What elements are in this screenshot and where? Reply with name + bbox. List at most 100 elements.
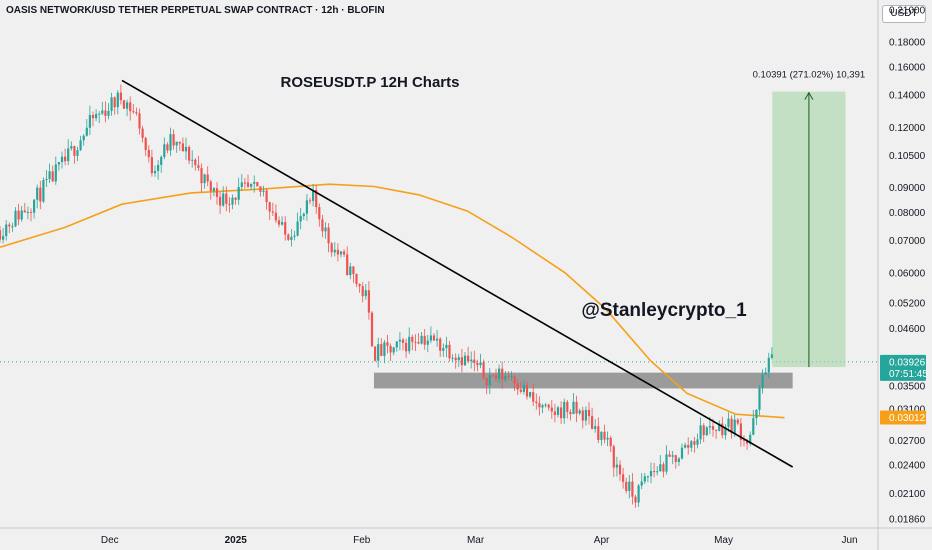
candle-body (215, 188, 219, 197)
ma-value-badge (880, 410, 926, 425)
candle-body (649, 471, 653, 477)
candle-body (715, 429, 718, 431)
candle-body (575, 401, 578, 414)
y-tick-label: 0.03500 (889, 382, 926, 393)
x-tick-label: Mar (467, 535, 485, 546)
candle-body (408, 336, 411, 352)
candle-body (426, 340, 429, 345)
candle-body (237, 187, 240, 200)
candle-body (197, 165, 200, 169)
candle-body (126, 102, 129, 109)
candle-body (556, 407, 560, 415)
candle-body (454, 357, 457, 361)
candle-body (57, 162, 60, 165)
candle-body (178, 141, 181, 144)
candle-body (603, 431, 606, 440)
x-tick-label: Feb (353, 535, 371, 546)
candle-body (755, 409, 758, 419)
candle-body (219, 196, 222, 206)
candle-body (671, 455, 674, 457)
candle-body (677, 458, 680, 462)
price-badge (880, 354, 926, 381)
instrument-title: OASIS NETWORK/USD TETHER PERPETUAL SWAP … (6, 5, 385, 16)
candle-body (274, 212, 277, 221)
candle-body (355, 274, 358, 284)
candle-body (281, 222, 284, 225)
candle-body (764, 372, 767, 375)
candle-body (705, 427, 708, 436)
candle-body (659, 464, 662, 472)
candle-body (749, 434, 752, 444)
target-arrow-head (804, 91, 814, 100)
candle-body (445, 344, 448, 349)
candle-body (153, 170, 157, 174)
candle-body (172, 134, 175, 146)
candle-body (724, 426, 727, 436)
candle-body (0, 230, 2, 240)
candle-body (569, 411, 572, 415)
x-tick-label: Apr (594, 535, 610, 546)
candle-body (67, 148, 70, 162)
candle-body (563, 401, 566, 419)
candle-body (566, 401, 569, 412)
y-tick-label: 0.14000 (889, 90, 926, 101)
candle-body (48, 171, 51, 179)
candle-body (398, 339, 401, 342)
candle-body (386, 342, 389, 346)
candle-body (17, 210, 20, 220)
candle-body (184, 146, 188, 152)
candle-body (733, 419, 736, 434)
candle-body (343, 251, 346, 255)
currency-button[interactable]: USDT (882, 5, 926, 23)
candle-body (110, 97, 113, 111)
candle-body (88, 115, 91, 128)
candle-body (370, 312, 374, 347)
candle-body (26, 211, 29, 213)
candle-body (718, 423, 721, 431)
candle-body (82, 135, 85, 141)
candle-body (401, 339, 405, 343)
candle-body (684, 444, 687, 448)
candle-body (442, 348, 445, 351)
candle-body (507, 375, 510, 377)
candle-body (209, 181, 212, 192)
candle-body (45, 178, 48, 181)
candle-body (739, 423, 742, 440)
candle-body (122, 100, 126, 109)
candle-body (467, 355, 470, 362)
candle-body (39, 187, 42, 202)
candle-body (259, 186, 262, 192)
candle-body (333, 249, 336, 253)
candle-body (119, 92, 122, 101)
y-tick-label: 0.09000 (889, 183, 926, 194)
candle-body (702, 425, 705, 436)
candle-body (578, 410, 581, 414)
candle-body (693, 441, 696, 445)
candle-body (550, 407, 553, 412)
candle-body (625, 481, 628, 491)
candle-body (231, 197, 234, 205)
support-zone (373, 372, 793, 389)
candle-body (181, 143, 184, 152)
candle-body (405, 342, 408, 352)
candle-body (374, 346, 377, 361)
candle-body (315, 189, 318, 208)
candle-body (293, 235, 296, 237)
candle-body (20, 210, 23, 220)
candle-body (600, 431, 603, 441)
candle-body (256, 181, 259, 187)
candle-body (296, 221, 299, 236)
candle-body (411, 336, 414, 342)
candle-body (473, 359, 476, 364)
candle-body (547, 404, 550, 408)
candle-body (463, 355, 467, 366)
candle-body (91, 115, 95, 119)
candle-body (160, 156, 163, 165)
candle-body (11, 226, 14, 228)
candle-body (525, 385, 529, 397)
candle-body (169, 134, 172, 151)
candle-body (222, 193, 225, 206)
candle-body (135, 112, 138, 114)
x-tick-label: Jun (841, 535, 857, 546)
